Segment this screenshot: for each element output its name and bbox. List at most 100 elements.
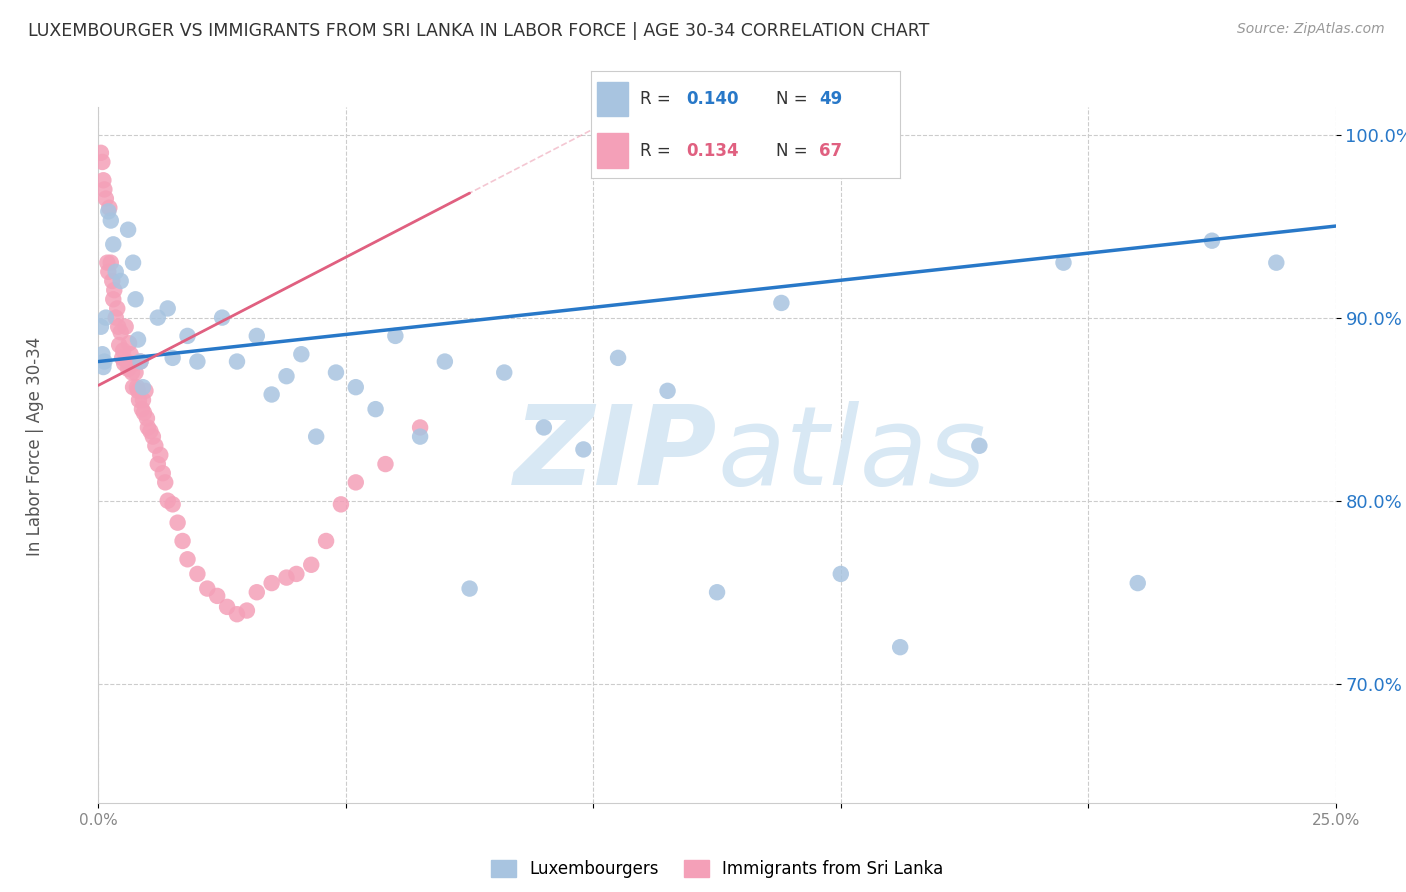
Point xyxy=(143,439,166,453)
Point xyxy=(156,493,179,508)
Point xyxy=(91,347,114,361)
Point xyxy=(112,343,135,358)
Point xyxy=(122,255,145,269)
Bar xyxy=(596,134,627,168)
Point xyxy=(135,411,157,425)
Point xyxy=(93,182,115,196)
Point xyxy=(115,354,138,368)
Text: R =: R = xyxy=(640,90,676,108)
Point xyxy=(131,402,153,417)
Point xyxy=(128,392,150,407)
Point xyxy=(97,204,120,219)
Point xyxy=(458,582,481,596)
Text: R =: R = xyxy=(640,142,676,160)
Point xyxy=(969,439,991,453)
Point xyxy=(103,283,125,297)
Text: LUXEMBOURGER VS IMMIGRANTS FROM SRI LANKA IN LABOR FORCE | AGE 30-34 CORRELATION: LUXEMBOURGER VS IMMIGRANTS FROM SRI LANK… xyxy=(28,22,929,40)
Point xyxy=(172,533,194,548)
Point xyxy=(96,255,118,269)
Point xyxy=(134,384,156,398)
Point xyxy=(226,607,249,622)
Point xyxy=(364,402,387,417)
Point xyxy=(129,354,152,368)
Text: N =: N = xyxy=(776,90,813,108)
Point xyxy=(108,338,131,352)
Point xyxy=(305,429,328,443)
Point xyxy=(533,420,555,434)
Point xyxy=(93,359,115,374)
Point xyxy=(176,329,198,343)
Point xyxy=(101,274,124,288)
Point xyxy=(117,223,139,237)
Point xyxy=(299,558,322,572)
Point xyxy=(93,173,115,187)
Point xyxy=(103,293,125,307)
Point xyxy=(129,354,152,368)
Point xyxy=(124,293,146,307)
Point xyxy=(276,571,298,585)
Point xyxy=(290,347,312,361)
Point xyxy=(607,351,630,365)
Point xyxy=(195,582,218,596)
Text: 0.140: 0.140 xyxy=(686,90,740,108)
Point xyxy=(114,319,136,334)
Point xyxy=(146,457,169,471)
Point xyxy=(205,589,228,603)
Text: Source: ZipAtlas.com: Source: ZipAtlas.com xyxy=(1237,22,1385,37)
Text: 0.134: 0.134 xyxy=(686,142,740,160)
Point xyxy=(104,310,127,325)
Text: In Labor Force | Age 30-34: In Labor Force | Age 30-34 xyxy=(27,336,44,556)
Point xyxy=(217,599,239,614)
Point xyxy=(226,354,249,368)
Point xyxy=(706,585,728,599)
Point xyxy=(494,366,516,380)
Point xyxy=(1052,255,1074,269)
Point xyxy=(139,424,162,438)
Point xyxy=(91,155,114,169)
Point xyxy=(246,585,269,599)
Point xyxy=(132,380,155,394)
Point xyxy=(104,265,127,279)
Point xyxy=(344,380,367,394)
Point xyxy=(162,351,184,365)
Point xyxy=(90,145,112,160)
Text: 49: 49 xyxy=(820,90,842,108)
Point xyxy=(315,533,337,548)
Point xyxy=(93,354,115,368)
Point xyxy=(149,448,172,462)
Point xyxy=(94,310,117,325)
Point xyxy=(162,497,184,511)
Point xyxy=(246,329,269,343)
Point xyxy=(409,429,432,443)
Point xyxy=(276,369,298,384)
Point xyxy=(186,354,208,368)
Point xyxy=(90,319,112,334)
Point xyxy=(156,301,179,316)
Point xyxy=(97,265,120,279)
Point xyxy=(657,384,679,398)
Point xyxy=(770,296,793,310)
Point xyxy=(329,497,352,511)
Point xyxy=(112,356,135,370)
Point xyxy=(122,356,145,370)
Legend: Luxembourgers, Immigrants from Sri Lanka: Luxembourgers, Immigrants from Sri Lanka xyxy=(484,854,950,885)
Point xyxy=(125,380,148,394)
Text: 67: 67 xyxy=(820,142,842,160)
Point xyxy=(111,351,134,365)
Point xyxy=(132,392,155,407)
Point xyxy=(136,420,159,434)
Point xyxy=(374,457,396,471)
Point xyxy=(118,336,141,351)
Point xyxy=(325,366,347,380)
Point xyxy=(409,420,432,434)
Point xyxy=(110,325,132,339)
Point xyxy=(830,566,852,581)
Bar xyxy=(596,82,627,116)
Point xyxy=(121,366,143,380)
Point xyxy=(117,362,139,376)
Point xyxy=(110,274,132,288)
Point xyxy=(127,384,149,398)
Point xyxy=(889,640,911,655)
Point xyxy=(1126,576,1149,591)
Point xyxy=(384,329,406,343)
